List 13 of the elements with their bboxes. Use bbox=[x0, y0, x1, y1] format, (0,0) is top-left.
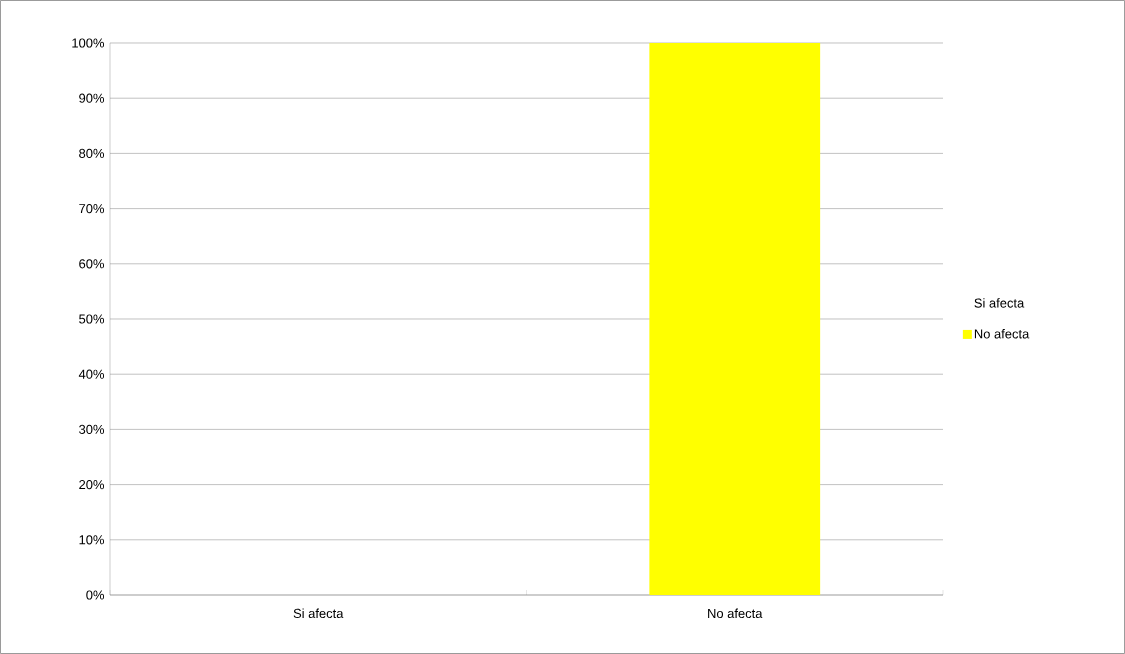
y-tick-label: 70% bbox=[79, 204, 105, 214]
y-tick-label: 50% bbox=[79, 314, 105, 324]
y-tick-label: 40% bbox=[78, 369, 105, 379]
y-tick-label: 90% bbox=[79, 93, 105, 103]
y-tick-label: 100% bbox=[72, 38, 105, 48]
legend-label: No afecta bbox=[974, 328, 1030, 339]
y-tick-label: 30% bbox=[79, 424, 105, 434]
y-tick-label: 60% bbox=[79, 259, 105, 269]
y-tick-label: 0% bbox=[86, 590, 105, 600]
text: Si afecta bbox=[974, 298, 1025, 308]
y-tick-label: 80% bbox=[79, 148, 105, 158]
y-tick-label: 10% bbox=[79, 535, 105, 545]
y-tick-label: 20% bbox=[79, 480, 105, 490]
